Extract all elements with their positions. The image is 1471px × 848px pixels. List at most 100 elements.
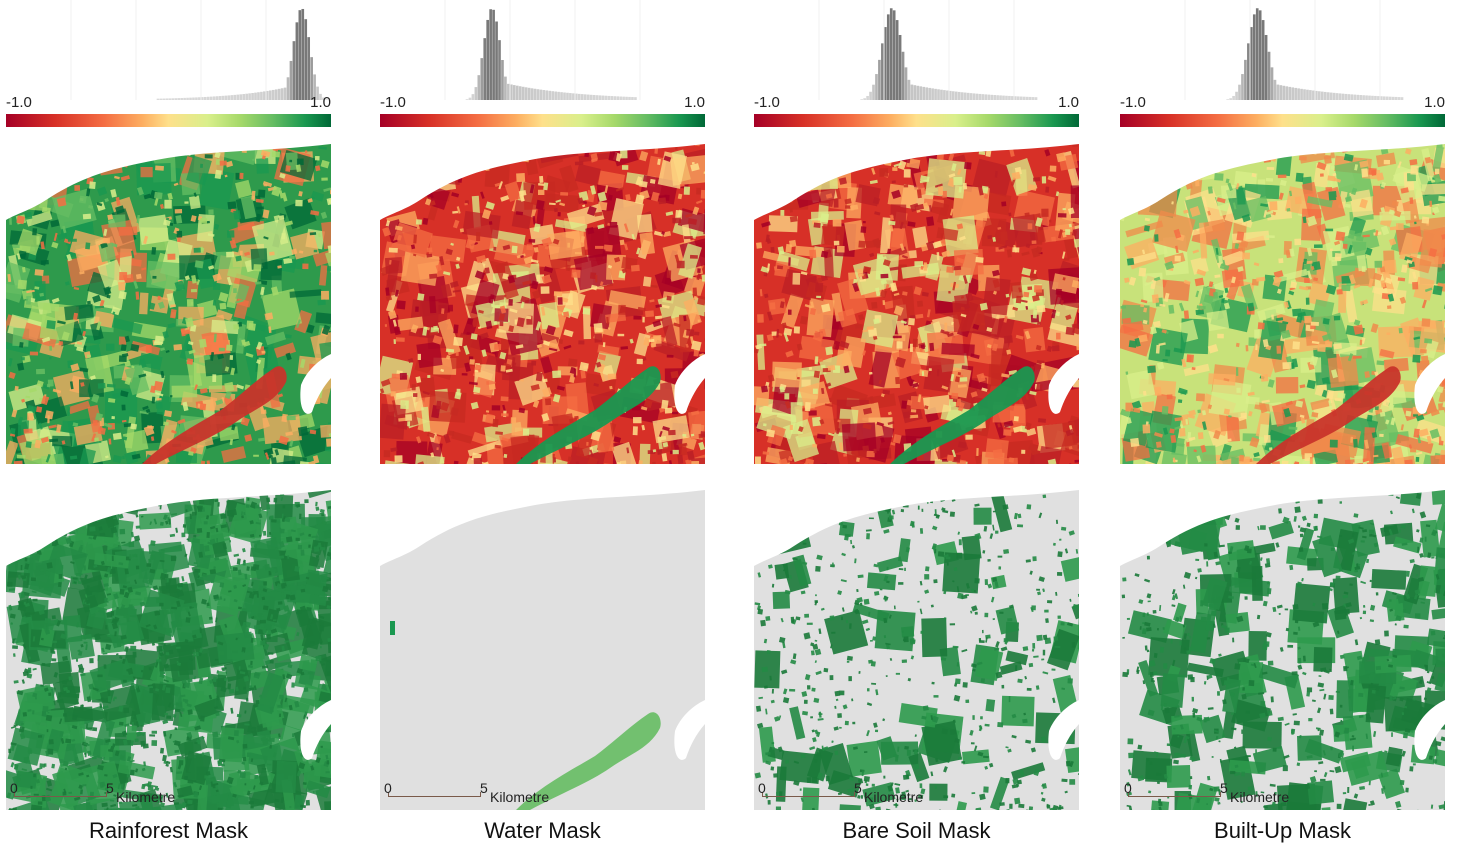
histogram-bar [195, 97, 198, 100]
histogram-bar [268, 90, 272, 100]
panel-caption: Water Mask [484, 818, 601, 843]
histogram-bar [1226, 99, 1230, 100]
histogram-bar [1002, 95, 1005, 100]
histogram-bar [248, 93, 251, 100]
histogram-bar [1377, 96, 1380, 100]
histogram-bar [1034, 97, 1038, 100]
histogram-bar [1252, 14, 1256, 100]
histogram-bar [1335, 93, 1339, 100]
histogram-bar [1303, 89, 1306, 100]
histogram-bar [866, 95, 869, 100]
histogram-bar [996, 95, 999, 100]
histogram-bar [542, 90, 546, 100]
index-map [1120, 140, 1445, 464]
scale-line [388, 792, 481, 797]
histogram-bar [993, 95, 996, 100]
histogram-bar [1312, 90, 1315, 100]
scale-five: 5 [106, 780, 114, 796]
scale-five: 5 [854, 780, 862, 796]
histogram-bar [1315, 90, 1318, 100]
histogram-bar [283, 87, 287, 100]
scale-line [1128, 792, 1221, 797]
histogram-bar [245, 93, 248, 100]
histogram-bar [1341, 93, 1345, 100]
histogram-bar [313, 74, 316, 100]
histogram-bar [521, 86, 525, 100]
histogram-bar [209, 96, 213, 100]
histogram-bar [901, 51, 905, 100]
histogram-bar [156, 98, 160, 100]
histogram-bar [1350, 94, 1354, 100]
scale-zero: 0 [384, 780, 392, 796]
histogram-bar [465, 99, 469, 100]
histogram-bar [1288, 86, 1292, 100]
colorbar [6, 114, 331, 127]
scale-line [14, 792, 107, 797]
histogram-bar [477, 75, 481, 100]
histogram [1184, 0, 1404, 100]
histogram-bar [174, 98, 178, 100]
histogram-bar [224, 95, 228, 100]
histogram-bar [218, 96, 222, 100]
histogram-bar [1300, 88, 1303, 100]
histogram-bar [975, 93, 979, 100]
histogram-bar [943, 90, 946, 100]
histogram-bar [1362, 95, 1365, 100]
histogram-bar [875, 74, 878, 100]
histogram-bar [1391, 96, 1395, 100]
histogram-bar [515, 85, 519, 100]
histogram-bar [607, 95, 611, 100]
histogram-bar [949, 90, 952, 100]
histogram-bar [1241, 74, 1244, 100]
histogram-bar [286, 77, 290, 100]
mask-map: 0 5 Kilometre [754, 486, 1079, 810]
histogram-bar [951, 91, 955, 100]
histogram-bar [616, 96, 620, 100]
histogram-bar [631, 97, 634, 100]
histogram-bar [1368, 95, 1371, 100]
histogram-bar [162, 98, 166, 100]
histogram-bar [212, 96, 216, 100]
histogram-bar [183, 97, 186, 100]
histogram-bar [203, 96, 207, 100]
colorbar-max-label: 1.0 [684, 94, 705, 111]
histogram-bar [881, 43, 884, 100]
histogram-bar [322, 97, 325, 100]
colorbar [1120, 114, 1445, 127]
panel-caption: Built-Up Mask [1214, 818, 1351, 843]
histogram-bar [919, 86, 923, 100]
histogram-bar [292, 41, 296, 100]
histogram-bar [307, 37, 311, 100]
histogram-bar [1380, 96, 1383, 100]
colorbar-min-label: -1.0 [754, 94, 780, 111]
index-map [6, 140, 331, 464]
histogram-bar [1338, 93, 1342, 100]
histogram-bar [910, 84, 914, 100]
histogram-bar [1332, 92, 1336, 100]
histogram-bar [1282, 85, 1286, 100]
histogram-bar [471, 94, 475, 100]
histogram-bar [872, 84, 875, 100]
histogram-bar [619, 96, 622, 100]
histogram-bar [937, 89, 940, 100]
histogram-bar [254, 92, 257, 100]
histogram-bar [575, 93, 578, 100]
scale-zero: 0 [10, 780, 18, 796]
histogram-bar [227, 95, 231, 100]
histogram-bar [1031, 97, 1035, 100]
histogram-bar [242, 94, 246, 100]
colorbar [380, 114, 705, 127]
histogram-bar [560, 92, 563, 100]
colorbar-max-label: 1.0 [310, 94, 331, 111]
histogram-bar [978, 93, 982, 100]
histogram-bar [1270, 67, 1274, 100]
histogram-bar [963, 92, 967, 100]
histogram-bar [319, 93, 322, 100]
histogram-bar [271, 89, 275, 100]
colorbar-min-label: -1.0 [6, 94, 32, 111]
histogram-bar [1382, 96, 1386, 100]
mask-map: 0 5 Kilometre [1120, 486, 1445, 810]
histogram-bar [233, 94, 237, 100]
histogram-bar [171, 98, 175, 100]
histogram-bar [198, 97, 201, 100]
